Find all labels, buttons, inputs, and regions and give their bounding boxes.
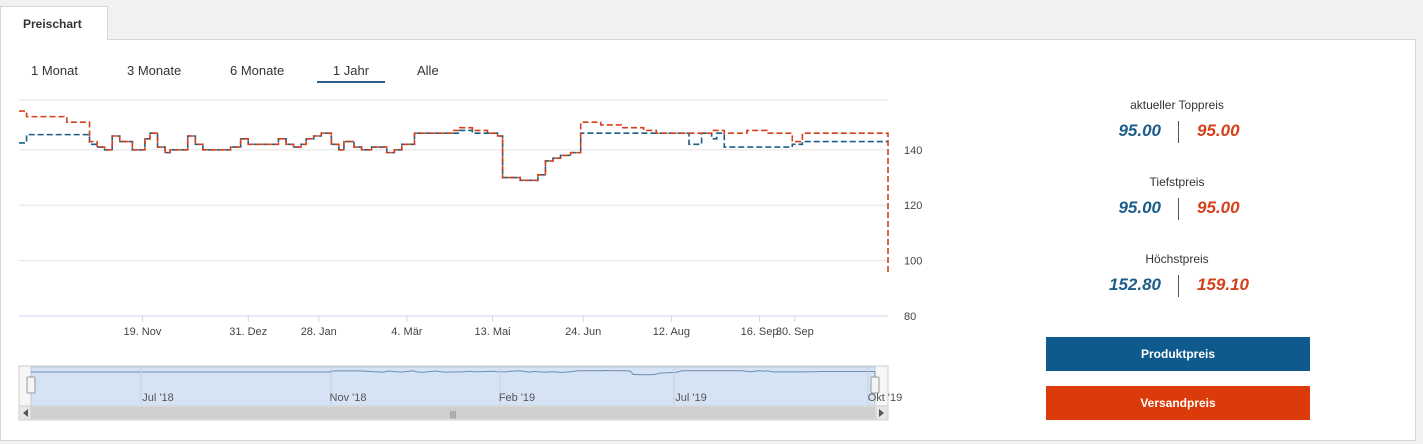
y-tick-label: 100	[904, 256, 922, 268]
stat-title-tiefstpreis: Tiefstpreis	[1149, 175, 1205, 189]
range-1-jahr[interactable]: 1 Jahr	[317, 63, 385, 83]
navigator-label: Nov '18	[330, 392, 367, 404]
versandpreis-button[interactable]: Versandpreis	[1046, 386, 1310, 420]
x-tick-label: 13. Mai	[475, 326, 511, 338]
chart-series	[19, 110, 889, 275]
navigator-left-handle[interactable]	[26, 376, 36, 394]
toppreis-versand-value: 95.00	[1197, 121, 1240, 140]
x-tick-label: 24. Jun	[565, 326, 601, 338]
x-tick-label: 16. Sep	[741, 326, 779, 338]
stat-separator	[1178, 121, 1179, 143]
stat-title-hoechstpreis: Höchstpreis	[1145, 252, 1209, 266]
range-6-monate[interactable]: 6 Monate	[230, 63, 285, 78]
x-axis: 19. Nov 31. Dez 28. Jan 4. Mär 13. Mai 24. Ju…	[19, 315, 888, 338]
tab-divider-cover	[1, 39, 107, 41]
navigator-label: Feb '19	[499, 392, 535, 404]
x-tick-label: 12. Aug	[653, 326, 690, 338]
tab-preischart[interactable]: Preischart	[0, 6, 108, 40]
x-tick-label: 19. Nov	[123, 326, 161, 338]
stat-separator	[1178, 275, 1179, 297]
x-tick-label: 31. Dez	[229, 326, 267, 338]
produktpreis-button[interactable]: Produktpreis	[1046, 337, 1310, 371]
scroll-left-arrow-icon	[23, 409, 28, 417]
hoechstpreis-produkt-value: 152.80	[1109, 275, 1161, 294]
y-tick-label: 80	[904, 311, 916, 323]
navigator[interactable]: Jul '18 Nov '18 Feb '19 Jul '19 Okt '19 |||	[18, 365, 903, 421]
navigator-series-line	[31, 370, 876, 377]
navigator-label: Jul '19	[675, 392, 706, 404]
y-tick-label: 120	[904, 200, 922, 212]
stat-title-toppreis: aktueller Toppreis	[1130, 98, 1224, 112]
scroll-right-arrow-icon	[879, 409, 884, 417]
range-alle[interactable]: Alle	[417, 63, 439, 78]
chart-grid	[19, 99, 888, 262]
tab-bar	[0, 0, 1423, 40]
x-tick-label: 28. Jan	[301, 326, 337, 338]
y-axis: 80 100 120 140	[904, 145, 922, 323]
tiefstpreis-produkt-value: 95.00	[1118, 198, 1161, 217]
scrollbar-thumb[interactable]	[31, 407, 875, 419]
hoechstpreis-versand-value: 159.10	[1197, 275, 1249, 294]
tiefstpreis-versand-value: 95.00	[1197, 198, 1240, 217]
range-1-monat[interactable]: 1 Monat	[31, 63, 78, 78]
x-tick-label: 30. Sep	[776, 326, 814, 338]
navigator-right-handle[interactable]	[870, 376, 880, 394]
y-tick-label: 140	[904, 145, 922, 157]
scrollbar-grip-icon: |||	[450, 410, 456, 419]
navigator-label: Okt '19	[868, 392, 903, 404]
navigator-labels: Jul '18 Nov '18 Feb '19 Jul '19 Okt '19	[140, 367, 903, 405]
range-3-monate[interactable]: 3 Monate	[127, 63, 182, 78]
stat-separator	[1178, 198, 1179, 220]
x-tick-label: 4. Mär	[391, 326, 423, 338]
navigator-label: Jul '18	[142, 392, 173, 404]
toppreis-produkt-value: 95.00	[1118, 121, 1161, 140]
series-line-versandpreis	[19, 110, 889, 275]
